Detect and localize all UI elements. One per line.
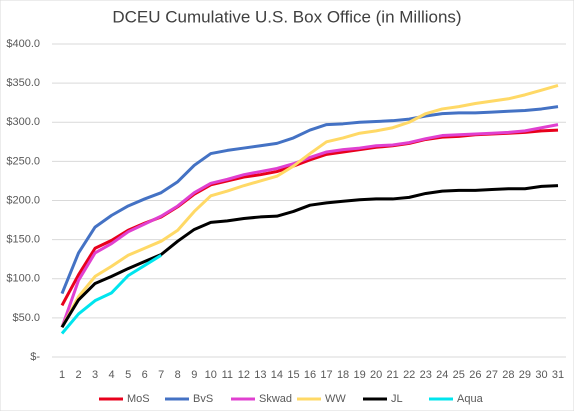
x-tick-label: 3 xyxy=(92,369,98,381)
y-tick-label: $150.0 xyxy=(6,234,40,246)
legend-label: Skwad xyxy=(259,393,292,405)
y-tick-label: $300.0 xyxy=(6,116,40,128)
y-tick-label: $250.0 xyxy=(6,155,40,167)
x-tick-label: 9 xyxy=(191,369,197,381)
x-tick-label: 15 xyxy=(287,369,299,381)
x-tick-label: 28 xyxy=(502,369,514,381)
x-tick-label: 10 xyxy=(205,369,217,381)
x-tick-label: 25 xyxy=(453,369,465,381)
x-tick-label: 4 xyxy=(109,369,115,381)
series-line xyxy=(60,123,559,328)
x-tick-label: 26 xyxy=(469,369,481,381)
x-tick-label: 22 xyxy=(403,369,415,381)
legend-label: WW xyxy=(325,393,346,405)
x-tick-label: 20 xyxy=(370,369,382,381)
x-tick-label: 24 xyxy=(436,369,448,381)
chart-title: DCEU Cumulative U.S. Box Office (in Mill… xyxy=(112,7,461,26)
y-tick-label: $50.0 xyxy=(12,312,40,324)
x-tick-label: 29 xyxy=(519,369,531,381)
x-tick-label: 2 xyxy=(75,369,81,381)
series-line xyxy=(60,84,559,328)
x-tick-label: 21 xyxy=(387,369,399,381)
series-line xyxy=(60,184,559,329)
x-tick-label: 19 xyxy=(353,369,365,381)
y-tick-label: $100.0 xyxy=(6,273,40,285)
x-tick-label: 27 xyxy=(486,369,498,381)
legend-label: MoS xyxy=(127,393,150,405)
x-tick-label: 18 xyxy=(337,369,349,381)
x-tick-label: 12 xyxy=(238,369,250,381)
x-tick-label: 17 xyxy=(320,369,332,381)
y-tick-label: $- xyxy=(30,351,40,363)
legend-label: JL xyxy=(391,393,403,405)
x-tick-label: 31 xyxy=(552,369,564,381)
x-tick-label: 1 xyxy=(59,369,65,381)
legend-label: Aqua xyxy=(457,393,484,405)
x-tick-label: 5 xyxy=(125,369,131,381)
legend-label: BvS xyxy=(193,393,213,405)
x-tick-label: 14 xyxy=(271,369,283,381)
x-tick-label: 30 xyxy=(535,369,547,381)
x-tick-label: 16 xyxy=(304,369,316,381)
y-tick-label: $350.0 xyxy=(6,77,40,89)
x-tick-label: 23 xyxy=(420,369,432,381)
series-line xyxy=(60,105,559,295)
x-tick-label: 6 xyxy=(142,369,148,381)
x-tick-label: 13 xyxy=(254,369,266,381)
y-tick-label: $200.0 xyxy=(6,194,40,206)
x-tick-label: 7 xyxy=(158,369,164,381)
x-tick-label: 11 xyxy=(222,369,233,381)
series-line xyxy=(60,253,162,335)
x-tick-label: 8 xyxy=(175,369,181,381)
y-tick-label: $400.0 xyxy=(6,38,40,50)
